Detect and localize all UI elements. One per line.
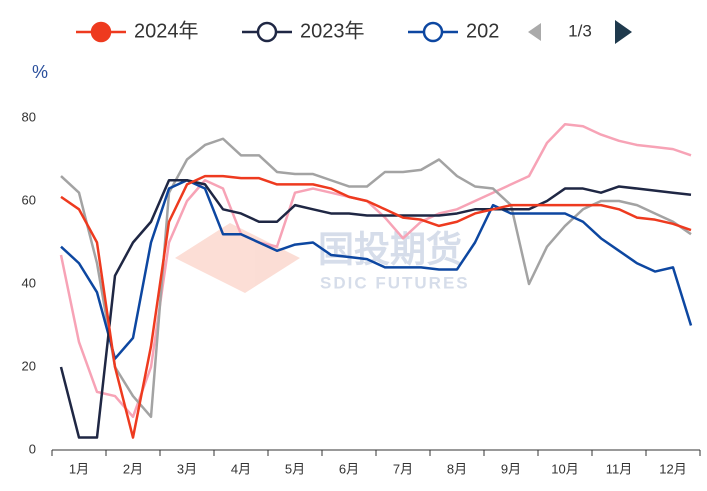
x-tick-label: 12月 xyxy=(659,461,686,476)
watermark: 国投期货 SDIC FUTURES xyxy=(175,223,470,293)
series-line xyxy=(60,174,692,439)
y-tick-label: 20 xyxy=(22,358,36,373)
legend-label: 202 xyxy=(466,20,499,42)
x-tick-label: 5月 xyxy=(285,461,305,476)
x-tick-label: 7月 xyxy=(393,461,413,476)
legend-next[interactable] xyxy=(615,20,632,44)
series-line xyxy=(60,179,693,360)
x-tick-label: 10月 xyxy=(551,461,578,476)
watermark-logo xyxy=(175,223,300,293)
x-tick-label: 11月 xyxy=(606,461,633,476)
series-line xyxy=(60,137,692,419)
legend-page: 1/3 xyxy=(568,21,592,40)
y-tick-label: 60 xyxy=(22,192,36,207)
series-line xyxy=(59,122,692,419)
legend-marker xyxy=(256,21,278,43)
x-tick-label: 2月 xyxy=(123,461,143,476)
y-tick-label: 80 xyxy=(22,109,36,124)
series-line xyxy=(59,179,692,439)
legend-label: 2023年 xyxy=(300,19,365,42)
y-tick-label: 0 xyxy=(29,441,36,456)
watermark-cn: 国投期货 xyxy=(318,229,462,270)
x-tick-label: 8月 xyxy=(447,461,467,476)
x-tick-label: 9月 xyxy=(501,461,521,476)
y-tick-label: 40 xyxy=(22,275,36,290)
legend-marker xyxy=(90,21,112,43)
legend-label: 2024年 xyxy=(134,19,199,42)
x-tick-label: 4月 xyxy=(231,461,251,476)
x-tick-label: 1月 xyxy=(69,461,89,476)
x-tick-label: 6月 xyxy=(339,461,359,476)
watermark-en: SDIC FUTURES xyxy=(320,273,470,292)
legend-prev[interactable] xyxy=(528,23,541,41)
legend-marker xyxy=(422,21,444,43)
x-tick-label: 3月 xyxy=(177,461,197,476)
y-unit: % xyxy=(32,62,48,82)
